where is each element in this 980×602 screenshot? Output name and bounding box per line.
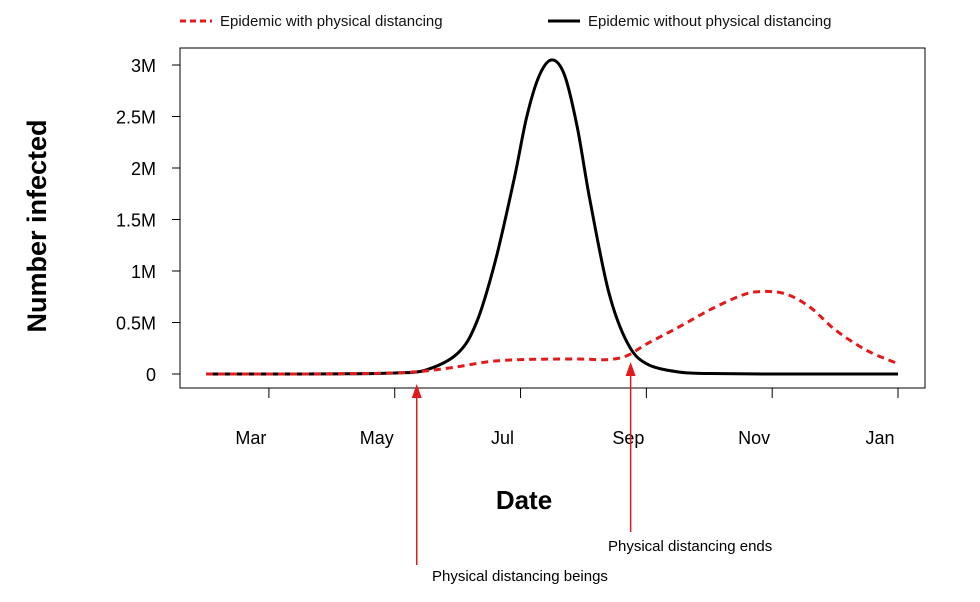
legend-label-without-distancing: Epidemic without physical distancing <box>588 13 831 30</box>
x-tick-label: Jan <box>865 428 894 448</box>
x-tick-label: May <box>360 428 394 448</box>
x-tick-label: Nov <box>738 428 770 448</box>
series-layer <box>205 58 899 376</box>
x-axis-title: Date <box>496 485 552 515</box>
y-tick-label: 2M <box>131 159 156 179</box>
plot-frame <box>179 47 926 389</box>
y-axis-title: Number infected <box>22 119 52 332</box>
series-line-without-distancing <box>205 58 899 376</box>
legend: Epidemic with physical distancing Epidem… <box>180 13 831 30</box>
x-tick-label: Jul <box>491 428 514 448</box>
annotation-label: Physical distancing beings <box>432 568 608 585</box>
y-tick-label: 0 <box>146 365 156 385</box>
x-tick-label: Mar <box>235 428 266 448</box>
y-tick-label: 1.5M <box>116 211 156 231</box>
series-line-with-distancing <box>205 289 899 376</box>
y-tick-label: 2.5M <box>116 108 156 128</box>
y-tick-label: 1M <box>131 262 156 282</box>
annotation-label: Physical distancing ends <box>608 538 772 555</box>
x-tick-label: Sep <box>612 428 644 448</box>
annotation-arrowhead <box>625 362 636 376</box>
annotation-arrowhead <box>411 384 422 398</box>
y-tick-label: 3M <box>131 56 156 76</box>
legend-label-with-distancing: Epidemic with physical distancing <box>220 13 443 30</box>
y-tick-label: 0.5M <box>116 314 156 334</box>
y-axis: 0 0.5M 1M 1.5M 2M 2.5M 3M <box>116 56 180 385</box>
x-axis: Mar May Jul Sep Nov Jan <box>235 388 899 448</box>
